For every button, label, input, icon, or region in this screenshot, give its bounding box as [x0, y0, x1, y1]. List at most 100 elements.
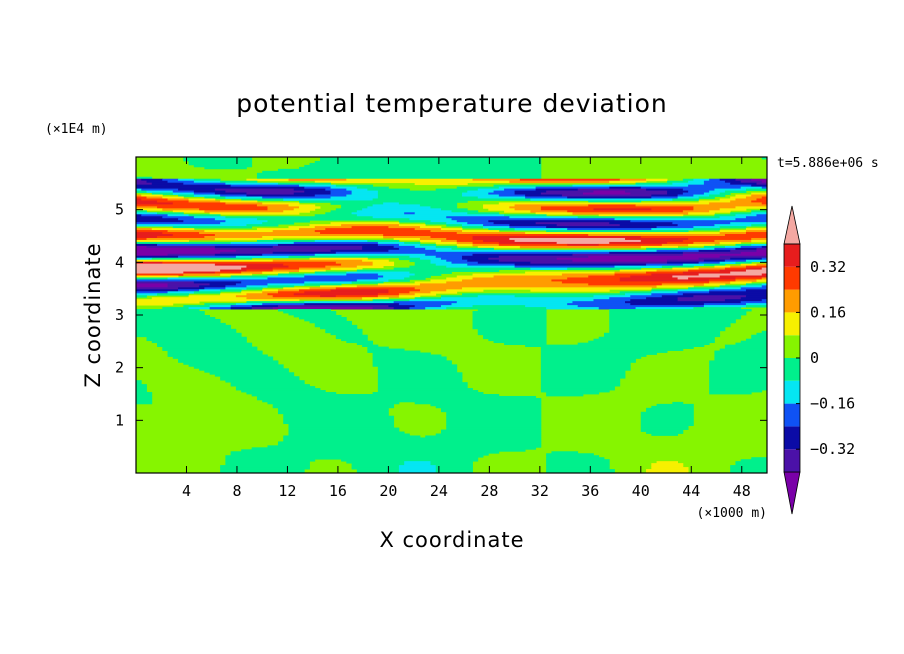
contour-cell [377, 374, 463, 377]
contour-cell [398, 465, 437, 468]
contour-cell [288, 178, 347, 182]
contour-cell [677, 291, 710, 294]
contour-cell [214, 192, 247, 195]
contour-cell [572, 184, 689, 188]
contour-cell [372, 299, 410, 302]
contour-cell [409, 275, 431, 278]
contour-cell [330, 202, 384, 205]
contour-cell [377, 382, 468, 385]
contour-cell [267, 220, 310, 223]
contour-cell [567, 228, 652, 231]
contour-cell [540, 368, 631, 371]
contour-cell [398, 295, 421, 298]
contour-cell [136, 303, 174, 306]
contour-cell [435, 471, 473, 473]
contour-cell [477, 330, 547, 334]
contour-cell [220, 471, 305, 473]
contour-cell [136, 386, 147, 389]
contour-cell [525, 344, 705, 347]
contour-cell [167, 214, 189, 217]
contour-cell [730, 265, 747, 268]
contour-cell [630, 275, 673, 278]
y-tick-label: 4 [115, 253, 124, 271]
contour-cell [609, 318, 736, 322]
contour-cell [309, 257, 368, 261]
contour-cell [372, 360, 452, 363]
contour-cell [267, 275, 305, 278]
contour-cell [735, 277, 763, 280]
contour-cell [714, 239, 752, 243]
contour-cell [398, 467, 437, 470]
contour-cell [688, 212, 715, 215]
contour-cell [740, 251, 767, 255]
contour-cell [225, 461, 310, 464]
contour-cell [346, 194, 379, 197]
contour-cell [346, 273, 379, 276]
contour-cell [572, 253, 684, 257]
contour-cell [246, 265, 289, 268]
contour-cell [561, 194, 652, 197]
contour-cell [724, 267, 747, 270]
contour-cell [698, 273, 763, 276]
contour-cell [709, 202, 763, 205]
contour-cell [372, 263, 395, 267]
contour-cell [619, 279, 710, 282]
contour-cell [640, 245, 679, 249]
contour-cell [309, 320, 352, 324]
contour-cell [677, 196, 700, 199]
contour-cell [462, 257, 489, 261]
contour-cell [404, 241, 421, 245]
contour-cell [498, 255, 589, 259]
contour-cell [630, 295, 663, 298]
contour-cell [141, 178, 163, 182]
contour-cell [136, 263, 216, 267]
x-tick-label: 20 [379, 482, 397, 500]
contour-cell [414, 245, 437, 249]
contour-cell [367, 206, 431, 209]
contour-cell [414, 263, 437, 267]
contour-cell [230, 305, 253, 308]
contour-cell [377, 380, 463, 383]
contour-cell [540, 358, 636, 361]
contour-cell [462, 230, 500, 233]
contour-cell [299, 267, 331, 270]
contour-cell [630, 299, 679, 302]
contour-cell [151, 340, 247, 344]
contour-cell [425, 435, 542, 438]
contour-cell [288, 425, 395, 428]
contour-cell [136, 200, 158, 203]
contour-cell [709, 384, 767, 387]
contour-cell [761, 196, 767, 199]
contour-cell [141, 188, 179, 191]
contour-cell [241, 449, 526, 452]
contour-cell [272, 230, 316, 233]
contour-cell [625, 301, 742, 304]
contour-cell [277, 291, 305, 294]
contour-cell [430, 220, 458, 223]
colorbar-swatch [784, 426, 800, 450]
contour-cell [136, 315, 211, 318]
contour-cell [540, 208, 594, 211]
contour-cell [157, 236, 205, 239]
contour-cell [167, 253, 216, 257]
contour-cell [751, 210, 767, 213]
contour-cell [283, 287, 310, 290]
contour-cell [272, 295, 321, 298]
contour-cell [540, 354, 647, 357]
contour-cell [498, 243, 568, 247]
contour-cell [393, 237, 421, 241]
contour-cell [214, 253, 263, 257]
contour-cell [467, 259, 500, 263]
contour-cell [209, 305, 232, 308]
contour-cell [546, 190, 594, 193]
contour-cell [504, 210, 531, 213]
contour-cell [235, 249, 331, 253]
contour-cell [693, 206, 736, 209]
contour-cell [204, 287, 226, 290]
contour-cell [220, 467, 310, 470]
contour-cell [430, 291, 458, 294]
contour-field [136, 157, 767, 473]
contour-cell [136, 236, 158, 239]
contour-cell [267, 285, 295, 288]
contour-cell [719, 178, 736, 182]
